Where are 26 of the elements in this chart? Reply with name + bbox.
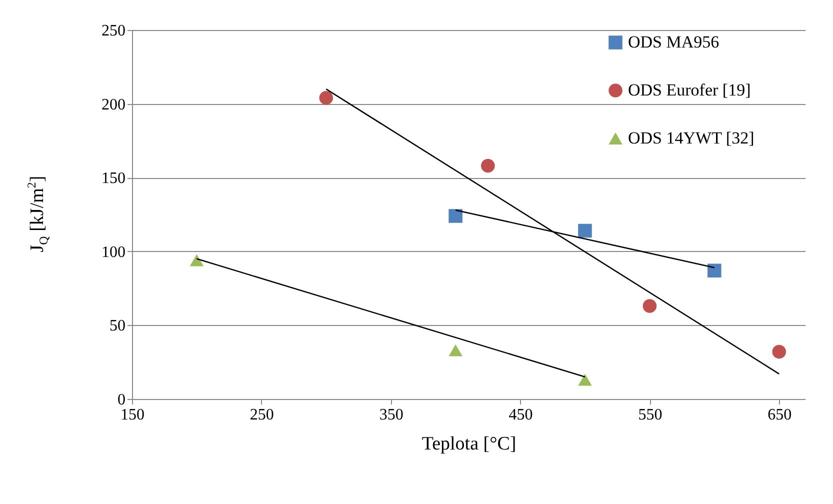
- point: [481, 158, 495, 173]
- point: [319, 91, 334, 105]
- x-tick-label: 550: [638, 406, 662, 424]
- x-tick-label: 650: [768, 406, 792, 424]
- x-tick-label: 150: [120, 406, 144, 424]
- x-tick-label: 350: [379, 406, 404, 424]
- legend-label: ODS MA956: [628, 32, 720, 52]
- x-tick-label: 250: [250, 406, 274, 424]
- y-tick-label: 250: [102, 22, 126, 40]
- point: [448, 344, 462, 356]
- y-tick-label: 50: [110, 318, 126, 335]
- point: [772, 344, 786, 359]
- y-tick-label: 150: [102, 170, 126, 188]
- point: [190, 254, 204, 266]
- point: [448, 209, 462, 223]
- x-axis-title: Teplota [°C]: [422, 434, 516, 454]
- legend-label: ODS 14YWT [32]: [628, 128, 754, 148]
- legend-label: ODS Eurofer [19]: [628, 80, 751, 100]
- point: [578, 224, 592, 238]
- point: [708, 264, 722, 278]
- y-tick-label: 100: [102, 244, 126, 261]
- x-tick-label: 450: [508, 406, 533, 424]
- y-tick-label: 0: [118, 392, 126, 408]
- y-tick-label: 200: [102, 96, 126, 114]
- point: [642, 299, 657, 313]
- point: [578, 374, 592, 386]
